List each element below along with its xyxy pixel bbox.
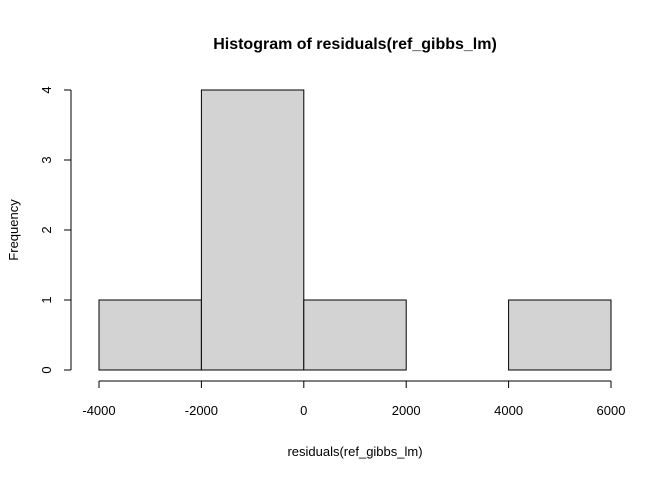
y-tick-label: 1	[39, 296, 54, 303]
y-tick-label: 4	[39, 86, 54, 93]
x-axis-title: residuals(ref_gibbs_lm)	[287, 444, 422, 459]
x-tick-label: 4000	[494, 403, 523, 418]
histogram-bars	[98, 89, 612, 371]
histogram-bar	[98, 299, 202, 371]
y-axis-title: Frequency	[6, 199, 21, 261]
x-tick-label: -2000	[185, 403, 218, 418]
y-axis-ticks: 0 1 2 3 4	[39, 86, 71, 374]
histogram-bar	[303, 299, 407, 371]
y-tick-label: 3	[39, 156, 54, 163]
x-tick-label: -4000	[82, 403, 115, 418]
x-tick-label: 0	[300, 403, 307, 418]
histogram-bar	[200, 89, 305, 371]
y-tick-label: 2	[39, 226, 54, 233]
y-tick-label: 0	[39, 366, 54, 373]
x-axis-ticks: -4000 -2000 0 2000 4000 6000	[82, 381, 625, 418]
x-tick-label: 6000	[597, 403, 626, 418]
chart-title: Histogram of residuals(ref_gibbs_lm)	[213, 36, 497, 53]
histogram-bar	[508, 299, 612, 371]
x-tick-label: 2000	[392, 403, 421, 418]
